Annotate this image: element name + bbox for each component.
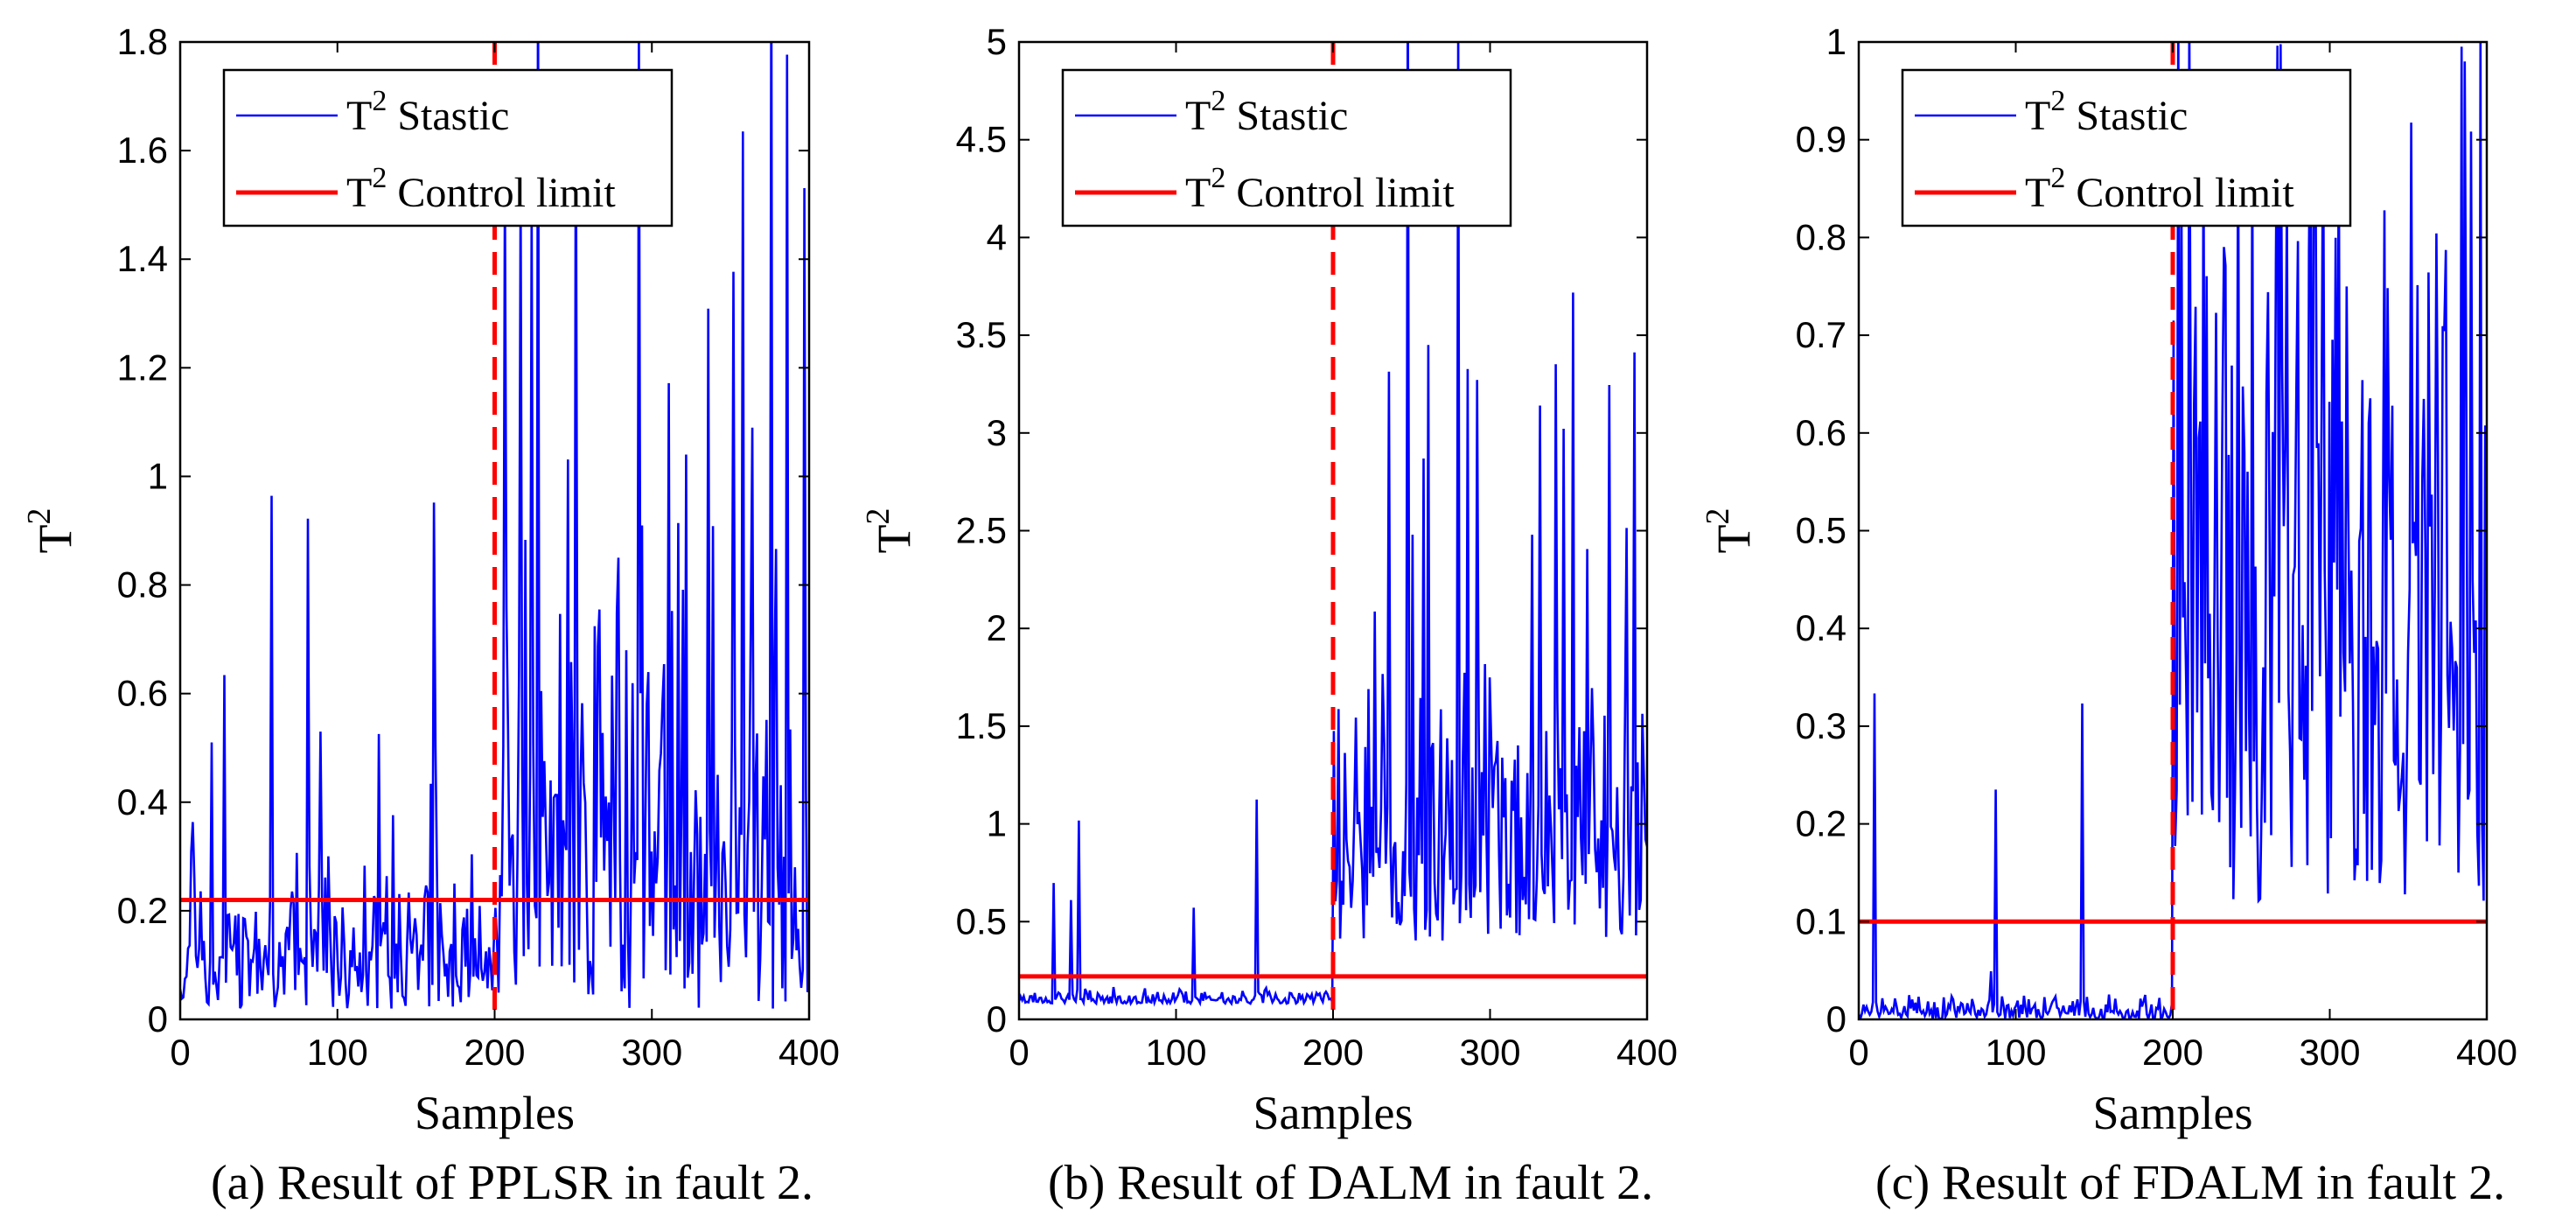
legend-box: [1901, 68, 2352, 228]
y-tick-label: 0.2: [1796, 803, 1846, 844]
y-tick-label: 1: [1826, 21, 1846, 62]
x-tick-label: 200: [464, 1032, 525, 1073]
y-tick-label: 0.6: [1796, 412, 1846, 453]
x-tick-label: 200: [1302, 1032, 1364, 1073]
panel-caption: (c) Result of FDALM in fault 2.: [1875, 1156, 2505, 1210]
y-tick-label: 2.5: [956, 510, 1007, 551]
y-tick-label: 1: [148, 455, 168, 496]
y-axis-label: T2: [21, 508, 81, 554]
y-tick-label: 2: [987, 607, 1007, 648]
y-tick-label: 0.4: [1796, 607, 1846, 648]
legend-entry-control-limit-label: T2 Control limit: [2025, 162, 2294, 216]
y-tick-label: 0: [1826, 998, 1846, 1040]
y-tick-label: 0.8: [1796, 216, 1846, 257]
y-tick-label: 0.1: [1796, 900, 1846, 942]
y-tick-label: 0.6: [117, 673, 168, 714]
y-tick-label: 4: [987, 216, 1007, 257]
y-tick-label: 1.8: [117, 21, 168, 62]
y-tick-label: 1.5: [956, 705, 1007, 746]
x-tick-label: 300: [621, 1032, 682, 1073]
x-axis-label: Samples: [1253, 1087, 1414, 1139]
x-tick-label: 0: [170, 1032, 190, 1073]
legend: T2 Stastic T2 Control limit: [1901, 68, 2352, 228]
y-tick-label: 1: [987, 803, 1007, 844]
y-tick-label: 3: [987, 412, 1007, 453]
y-tick-label: 0.4: [117, 781, 168, 822]
y-tick-label: 0.7: [1796, 314, 1846, 355]
x-tick-label: 100: [307, 1032, 368, 1073]
y-tick-label: 0: [987, 998, 1007, 1040]
legend-box: [1061, 68, 1512, 228]
y-tick-label: 5: [987, 21, 1007, 62]
legend-entry-control-limit-label: T2 Control limit: [346, 162, 616, 216]
legend-entry-statistic-label: T2 Stastic: [1185, 85, 1348, 139]
x-tick-label: 100: [1145, 1032, 1206, 1073]
legend: T2 Stastic T2 Control limit: [1061, 68, 1512, 228]
x-tick-label: 400: [2456, 1032, 2517, 1073]
y-tick-label: 4.5: [956, 119, 1007, 160]
y-axis-label: T2: [1700, 508, 1760, 554]
x-tick-label: 0: [1009, 1032, 1029, 1073]
x-axis-label: Samples: [2093, 1087, 2253, 1139]
x-tick-label: 0: [1848, 1032, 1868, 1073]
legend-box: [222, 68, 674, 228]
x-tick-label: 300: [1459, 1032, 1520, 1073]
legend-entry-statistic-label: T2 Stastic: [346, 85, 509, 139]
y-tick-label: 0.3: [1796, 705, 1846, 746]
x-tick-label: 400: [778, 1032, 840, 1073]
panel-caption: (b) Result of DALM in fault 2.: [1048, 1156, 1653, 1210]
legend: T2 Stastic T2 Control limit: [222, 68, 674, 228]
x-axis-label: Samples: [415, 1087, 575, 1139]
x-tick-label: 200: [2142, 1032, 2203, 1073]
y-tick-label: 0.8: [117, 564, 168, 606]
panel-1: 0 100 200 300 400 0 0.2 0.4 0.6 0.8 1 1.2 1.4 1.6 1.8 S…: [21, 21, 840, 1210]
y-tick-label: 0.5: [1796, 510, 1846, 551]
x-tick-label: 400: [1616, 1032, 1678, 1073]
x-tick-label: 300: [2299, 1032, 2360, 1073]
legend-entry-control-limit-label: T2 Control limit: [1185, 162, 1455, 216]
y-tick-label: 1.6: [117, 130, 168, 171]
panel-3: 0 100 200 300 400 0 0.1 0.2 0.3 0.4 0.5 0.6 0.7 0.8 0.…: [1700, 21, 2517, 1210]
y-tick-label: 1.4: [117, 238, 168, 279]
legend-entry-statistic-label: T2 Stastic: [2025, 85, 2188, 139]
y-tick-label: 0.5: [956, 900, 1007, 942]
y-tick-label: 1.2: [117, 346, 168, 388]
panel-2: 0 100 200 300 400 0 0.5 1 1.5 2 2.5 3 3.5 4 4.5 5 Sample…: [860, 21, 1678, 1210]
t2-statistic-series: [1859, 42, 2487, 1019]
y-tick-label: 0: [148, 998, 168, 1040]
y-tick-label: 0.2: [117, 890, 168, 931]
y-tick-label: 0.9: [1796, 119, 1846, 160]
x-tick-label: 100: [1985, 1032, 2046, 1073]
panel-caption: (a) Result of PPLSR in fault 2.: [211, 1156, 813, 1210]
y-axis-label: T2: [860, 508, 920, 554]
y-tick-label: 3.5: [956, 314, 1007, 355]
